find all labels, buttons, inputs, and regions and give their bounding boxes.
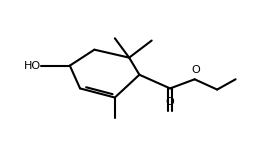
Text: O: O [191,65,200,75]
Text: HO: HO [24,61,41,71]
Text: O: O [166,97,175,107]
